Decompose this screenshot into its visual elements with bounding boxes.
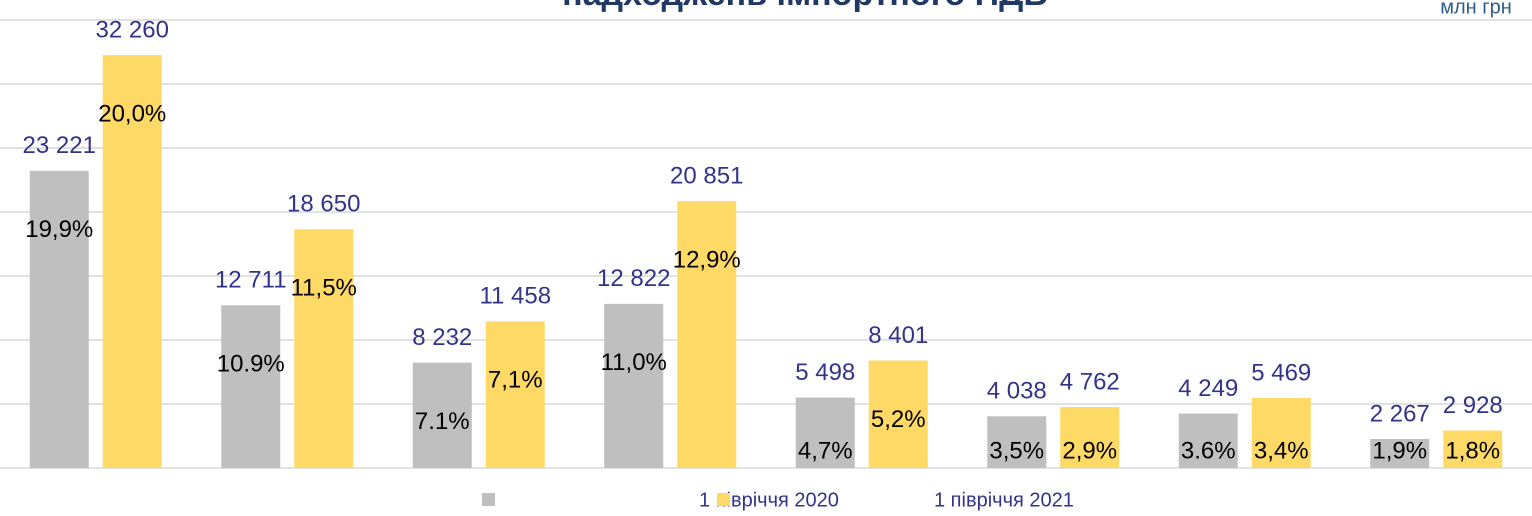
bar xyxy=(294,229,354,468)
value-label: 5 498 xyxy=(795,359,855,386)
bar xyxy=(795,397,855,468)
share-label: 10.9% xyxy=(217,351,285,378)
value-label: 8 401 xyxy=(868,322,928,349)
share-label: 19,9% xyxy=(25,216,93,243)
bar xyxy=(412,362,472,468)
bar xyxy=(485,321,545,468)
share-label: 1,8% xyxy=(1445,437,1500,464)
share-label: 5,2% xyxy=(871,406,926,433)
legend-swatch xyxy=(482,493,495,506)
share-label: 3.6% xyxy=(1181,437,1236,464)
value-label: 4 249 xyxy=(1178,375,1238,402)
legend-label: 1 півріччя 2020 xyxy=(699,489,839,511)
bar xyxy=(221,305,281,468)
value-label: 12 711 xyxy=(215,267,287,294)
bar xyxy=(102,55,162,469)
value-label: 4 762 xyxy=(1060,368,1120,395)
bar xyxy=(677,201,737,469)
bar xyxy=(987,416,1047,468)
value-label: 8 232 xyxy=(412,324,472,351)
share-label: 11,5% xyxy=(291,275,357,302)
value-label: 20 851 xyxy=(670,162,743,189)
value-label: 18 650 xyxy=(287,191,360,218)
share-label: 12,9% xyxy=(673,246,741,273)
value-label: 23 221 xyxy=(23,132,96,159)
share-label: 2,9% xyxy=(1062,437,1117,464)
share-label: 7,1% xyxy=(488,367,543,394)
bar xyxy=(29,170,89,469)
bar xyxy=(1178,413,1238,468)
bar xyxy=(1060,407,1120,468)
legend-swatch xyxy=(717,493,730,506)
value-label: 5 469 xyxy=(1251,359,1311,386)
value-label: 32 260 xyxy=(96,16,169,43)
value-label: 12 822 xyxy=(597,265,670,292)
bar xyxy=(1370,438,1430,468)
value-label: 2 928 xyxy=(1443,392,1503,419)
bar xyxy=(1251,397,1311,468)
chart-title: надходжень імпортного ПДВ xyxy=(562,0,1048,13)
bar xyxy=(868,360,928,468)
share-label: 3,5% xyxy=(989,437,1044,464)
value-label: 11 458 xyxy=(479,283,551,310)
legend-label: 1 півріччя 2021 xyxy=(934,489,1074,511)
value-label: 2 267 xyxy=(1370,400,1430,427)
share-label: 1,9% xyxy=(1372,437,1427,464)
share-label: 11,0% xyxy=(601,349,667,376)
share-label: 7.1% xyxy=(415,408,470,435)
bar xyxy=(1443,430,1503,468)
bar xyxy=(604,303,664,468)
unit-label: млн грн xyxy=(1440,0,1511,18)
value-label: 4 038 xyxy=(987,378,1047,405)
share-label: 3,4% xyxy=(1254,437,1309,464)
share-label: 20,0% xyxy=(98,100,166,127)
share-label: 4,7% xyxy=(798,437,853,464)
